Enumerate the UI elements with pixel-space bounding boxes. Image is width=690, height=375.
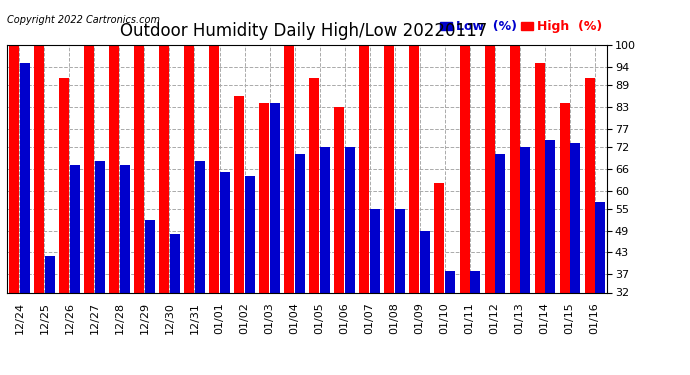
Bar	[95, 162, 105, 292]
Text: Copyright 2022 Cartronics.com: Copyright 2022 Cartronics.com	[7, 15, 160, 25]
Bar	[45, 256, 55, 292]
Bar	[184, 45, 195, 292]
Bar	[584, 78, 595, 292]
Bar	[170, 234, 179, 292]
Bar	[359, 45, 369, 292]
Bar	[535, 63, 544, 292]
Bar	[34, 45, 44, 292]
Bar	[570, 143, 580, 292]
Bar	[245, 176, 255, 292]
Text: Outdoor Humidity Daily High/Low 20220117: Outdoor Humidity Daily High/Low 20220117	[120, 22, 487, 40]
Legend: Low  (%), High  (%): Low (%), High (%)	[435, 15, 607, 38]
Bar	[370, 209, 380, 292]
Bar	[460, 45, 469, 292]
Bar	[145, 220, 155, 292]
Bar	[435, 183, 444, 292]
Bar	[109, 45, 119, 292]
Bar	[209, 45, 219, 292]
Bar	[119, 165, 130, 292]
Bar	[545, 140, 555, 292]
Bar	[345, 147, 355, 292]
Bar	[470, 271, 480, 292]
Bar	[335, 107, 344, 292]
Bar	[295, 154, 305, 292]
Bar	[270, 103, 279, 292]
Bar	[235, 96, 244, 292]
Bar	[520, 147, 530, 292]
Bar	[284, 45, 295, 292]
Bar	[9, 45, 19, 292]
Bar	[59, 78, 69, 292]
Bar	[384, 45, 395, 292]
Bar	[319, 147, 330, 292]
Bar	[495, 154, 505, 292]
Bar	[70, 165, 79, 292]
Bar	[409, 45, 420, 292]
Bar	[420, 231, 430, 292]
Bar	[395, 209, 405, 292]
Bar	[560, 103, 569, 292]
Bar	[509, 45, 520, 292]
Bar	[195, 162, 205, 292]
Bar	[84, 45, 95, 292]
Bar	[159, 45, 169, 292]
Bar	[445, 271, 455, 292]
Bar	[595, 201, 605, 292]
Bar	[219, 172, 230, 292]
Bar	[484, 45, 495, 292]
Bar	[259, 103, 269, 292]
Bar	[309, 78, 319, 292]
Bar	[19, 63, 30, 292]
Bar	[135, 45, 144, 292]
